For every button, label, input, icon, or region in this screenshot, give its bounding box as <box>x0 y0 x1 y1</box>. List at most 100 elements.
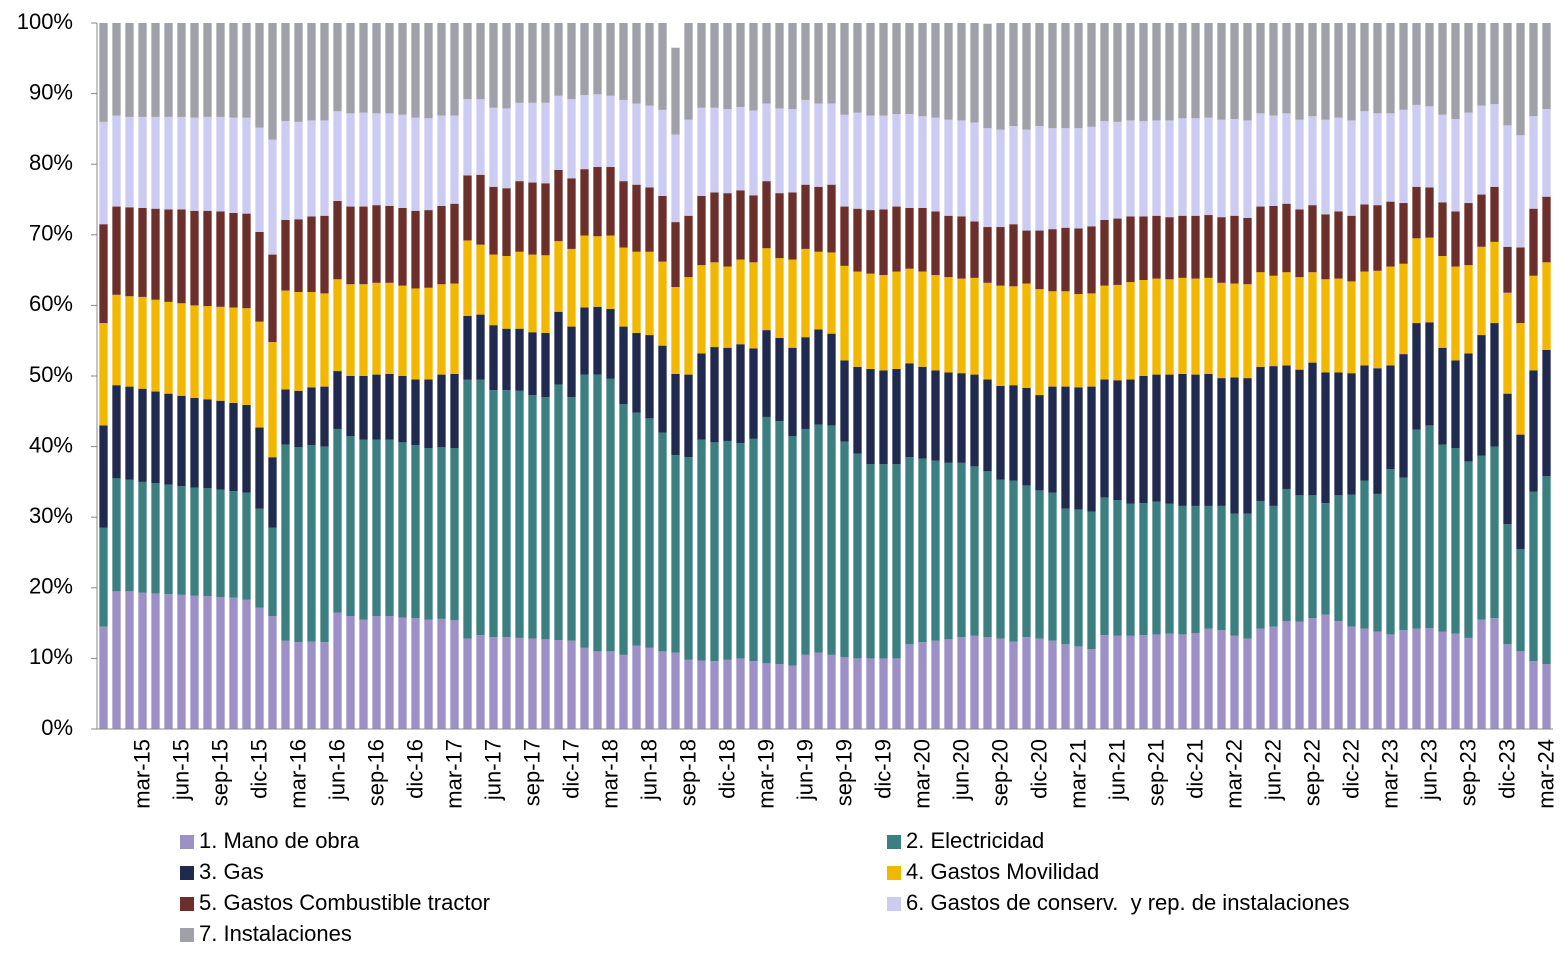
bar-segment <box>1477 194 1486 247</box>
bar-segment <box>1165 23 1174 121</box>
bar-segment <box>1412 429 1421 629</box>
x-tick-label: mar-16 <box>286 739 311 809</box>
bar-segment <box>632 332 641 413</box>
bar-segment <box>593 167 602 237</box>
x-tick-label: sep-15 <box>208 739 233 806</box>
bar-segment <box>632 645 641 729</box>
bar-segment <box>281 640 290 729</box>
bar-segment <box>346 436 355 617</box>
bar-segment <box>177 209 186 304</box>
bar-segment <box>1152 634 1161 729</box>
y-tick-label: 50% <box>29 362 73 387</box>
bar-segment <box>1178 277 1187 374</box>
bar-segment <box>853 23 862 113</box>
bar-segment <box>1204 215 1213 278</box>
bar-segment <box>1334 117 1343 212</box>
bar-segment <box>788 259 797 348</box>
bar-segment <box>684 277 693 375</box>
bar-segment <box>1165 217 1174 280</box>
bar-segment <box>736 107 745 191</box>
bar-segment <box>1412 628 1421 729</box>
bar-segment <box>1542 196 1551 263</box>
bar-segment <box>164 484 173 595</box>
bar-segment <box>242 23 251 118</box>
bar-segment <box>866 273 875 369</box>
bar-segment <box>697 265 706 354</box>
bar-segment <box>1191 118 1200 216</box>
bar-segment <box>788 436 797 666</box>
bar-segment <box>112 591 121 729</box>
bar-segment <box>697 660 706 729</box>
bar-segment <box>1425 23 1434 107</box>
bar-segment <box>892 464 901 659</box>
legend-label: 5. Gastos Combustible tractor <box>199 890 490 915</box>
bar-segment <box>1425 237 1434 323</box>
bar-segment <box>1022 637 1031 729</box>
bar-segment <box>424 118 433 211</box>
bar-segment <box>1282 272 1291 366</box>
bar-segment <box>957 278 966 374</box>
bar-segment <box>801 184 810 249</box>
bar-segment <box>1308 23 1317 117</box>
bar-segment <box>853 366 862 454</box>
bar-segment <box>489 390 498 638</box>
bar-segment <box>1022 283 1031 389</box>
bar-segment <box>658 261 667 346</box>
bar-segment <box>749 195 758 263</box>
bar-segment <box>398 376 407 443</box>
bar-segment <box>905 457 914 645</box>
bar-segment <box>671 373 680 456</box>
bar-segment <box>1295 369 1304 496</box>
bar-segment <box>866 464 875 659</box>
bar-segment <box>1360 271 1369 366</box>
bar-segment <box>1503 125 1512 247</box>
bar-segment <box>268 342 277 458</box>
bar-segment <box>1503 644 1512 729</box>
bar-segment <box>1503 23 1512 126</box>
bar-segment <box>905 268 914 364</box>
bar-segment <box>1256 500 1265 629</box>
bar-segment <box>892 271 901 369</box>
legend-swatch <box>180 928 194 942</box>
legend-swatch <box>180 897 194 911</box>
bar-segment <box>320 446 329 643</box>
bar-segment <box>1139 216 1148 280</box>
bar-segment <box>1386 365 1395 470</box>
bar-segment <box>567 248 576 327</box>
bar-segment <box>320 293 329 387</box>
bar-segment <box>1035 23 1044 127</box>
bar-segment <box>918 207 927 272</box>
bar-segment <box>1048 640 1057 729</box>
bar-segment <box>632 23 641 104</box>
bar-segment <box>853 658 862 729</box>
bar-segment <box>879 209 888 276</box>
bar-segment <box>424 210 433 288</box>
bar-segment <box>775 108 784 194</box>
bar-segment <box>1282 203 1291 273</box>
bar-segment <box>1438 255 1447 348</box>
bar-segment <box>307 387 316 446</box>
bar-segment <box>203 116 212 211</box>
bar-segment <box>1009 126 1018 225</box>
bar-segment <box>151 299 160 392</box>
bar-segment <box>450 620 459 729</box>
bar-segment <box>840 360 849 442</box>
bar-segment <box>1061 644 1070 729</box>
bar-segment <box>723 659 732 729</box>
bar-segment <box>814 251 823 330</box>
bar-segment <box>762 416 771 664</box>
bar-segment <box>541 639 550 729</box>
bar-segment <box>1347 373 1356 495</box>
bar-segment <box>970 466 979 636</box>
bar-segment <box>1204 505 1213 629</box>
bar-segment <box>1516 548 1525 652</box>
bar-segment <box>424 287 433 380</box>
bar-segment <box>1009 480 1018 642</box>
bar-segment <box>1347 626 1356 729</box>
bar-segment <box>437 618 446 729</box>
bar-segment <box>1191 23 1200 119</box>
bar-segment <box>1282 488 1291 621</box>
bar-segment <box>346 376 355 437</box>
bar-segment <box>1360 23 1369 112</box>
